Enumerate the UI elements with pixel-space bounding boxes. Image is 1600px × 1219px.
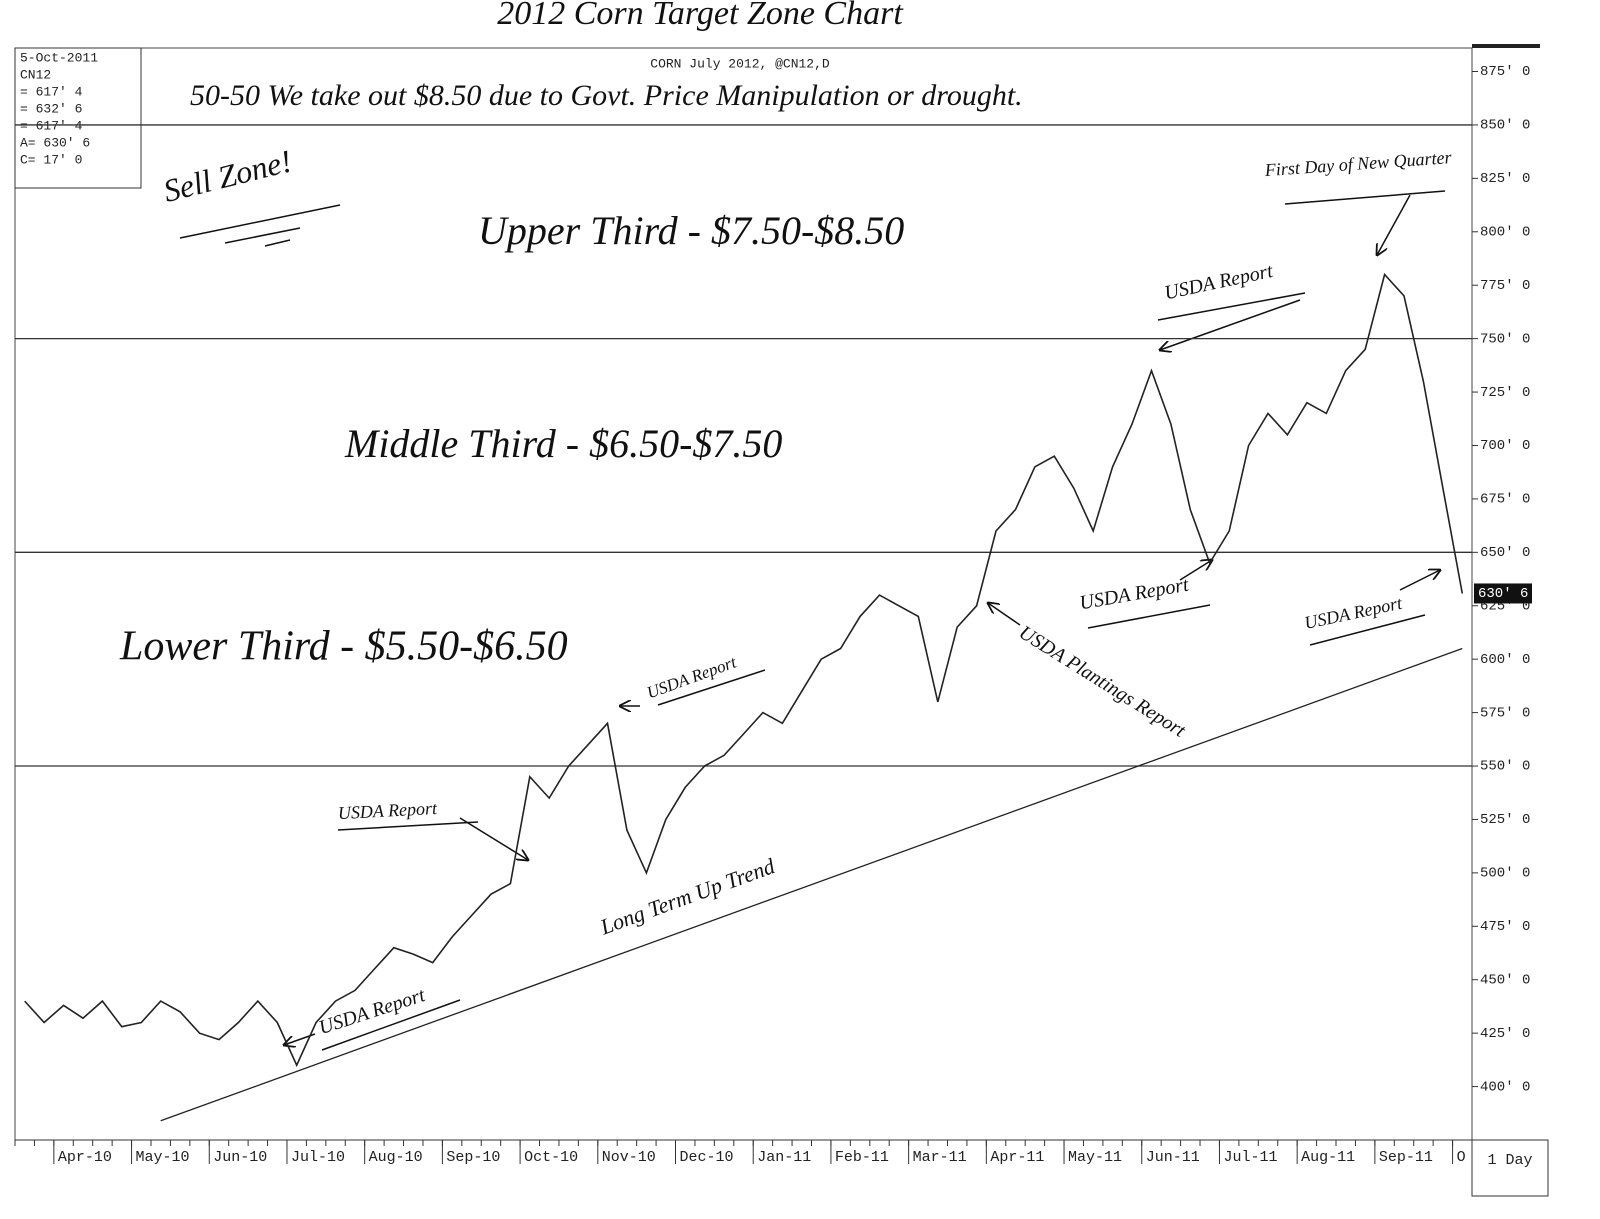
price-tag	[1474, 583, 1532, 604]
annotation: Upper Third - $7.50-$8.50	[478, 208, 904, 253]
x-tick-label: Jan-11	[757, 1149, 811, 1166]
x-tick-label: May-10	[136, 1149, 190, 1166]
price-line	[24, 272, 1464, 1068]
y-tick-label: 525' 0	[1480, 812, 1530, 828]
x-tick-label: Jul-10	[291, 1149, 345, 1166]
annotation: Lower Third - $5.50-$6.50	[119, 624, 568, 670]
y-tick-label: 575' 0	[1480, 705, 1530, 721]
y-tick-label: 875' 0	[1480, 64, 1530, 80]
x-tick-label: Aug-11	[1301, 1149, 1355, 1166]
annotation: First Day of New Quarter	[1263, 147, 1453, 180]
info-line: C= 17' 0	[20, 152, 82, 167]
x-tick-label: Sep-10	[446, 1149, 500, 1166]
annotation: USDA Report	[1162, 260, 1275, 305]
y-tick-label: 850' 0	[1480, 118, 1530, 134]
chart-title: 2012 Corn Target Zone Chart	[497, 0, 904, 32]
annotation: Sell Zone!	[160, 142, 295, 209]
x-tick-label: Jun-10	[213, 1149, 267, 1166]
info-line: A= 630' 6	[20, 135, 90, 150]
info-box	[14, 47, 142, 189]
x-tick-label: Jul-11	[1223, 1149, 1277, 1166]
y-tick-label: 500' 0	[1480, 866, 1530, 882]
y-tick-label: 725' 0	[1480, 385, 1530, 401]
annotation: Long Term Up Trend	[596, 853, 779, 940]
x-tick-label: Oct-10	[524, 1149, 578, 1166]
period-label: 1 Day	[1487, 1152, 1532, 1169]
x-tick-label: Dec-10	[680, 1149, 734, 1166]
chart-subtitle: CORN July 2012, @CN12,D	[650, 56, 830, 71]
y-tick-label: 675' 0	[1480, 492, 1530, 508]
price-tag-label: 630' 6	[1478, 586, 1528, 602]
info-line: = 617' 4	[20, 84, 83, 99]
y-tick-label: 800' 0	[1480, 224, 1530, 240]
info-line: 5-Oct-2011	[20, 50, 98, 65]
x-tick-label: May-11	[1068, 1149, 1122, 1166]
x-tick-label: O	[1457, 1149, 1466, 1166]
annotation: USDA Report	[1303, 593, 1405, 633]
trend-line	[160, 647, 1463, 1122]
period-box	[1471, 1139, 1549, 1197]
y-tick-label: 450' 0	[1480, 972, 1530, 988]
y-tick-label: 475' 0	[1480, 919, 1530, 935]
info-line: = 632' 6	[20, 101, 82, 116]
y-tick-label: 400' 0	[1480, 1079, 1530, 1095]
annotation: USDA Report	[644, 652, 740, 702]
info-line: CN12	[20, 67, 51, 82]
x-tick-label: Mar-11	[913, 1149, 967, 1166]
x-tick-label: Apr-11	[990, 1149, 1044, 1166]
x-tick-label: Sep-11	[1379, 1149, 1433, 1166]
y-tick-label: 700' 0	[1480, 438, 1530, 454]
y-tick-label: 425' 0	[1480, 1026, 1530, 1042]
x-tick-label: Apr-10	[58, 1149, 112, 1166]
y-tick-label: 650' 0	[1480, 545, 1530, 561]
annotation: Middle Third - $6.50-$7.50	[344, 421, 782, 466]
y-tick-label: 750' 0	[1480, 331, 1530, 347]
annotation: USDA Report	[316, 984, 428, 1039]
y-tick-label: 775' 0	[1480, 278, 1530, 294]
x-tick-label: Feb-11	[835, 1149, 889, 1166]
annotation: USDA Plantings Report	[1015, 621, 1190, 742]
y-tick-label: 550' 0	[1480, 759, 1530, 775]
annotation: 50-50 We take out $8.50 due to Govt. Pri…	[190, 79, 1023, 112]
y-tick-label: 600' 0	[1480, 652, 1530, 668]
x-tick-label: Nov-10	[602, 1149, 656, 1166]
annotation: USDA Report	[1078, 574, 1191, 615]
info-line: = 617' 4	[20, 118, 83, 133]
x-tick-label: Jun-11	[1146, 1149, 1200, 1166]
y-tick-label: 825' 0	[1480, 171, 1530, 187]
annotation: USDA Report	[337, 798, 438, 823]
x-tick-label: Aug-10	[369, 1149, 423, 1166]
annotation-arrows	[179, 190, 1446, 1051]
